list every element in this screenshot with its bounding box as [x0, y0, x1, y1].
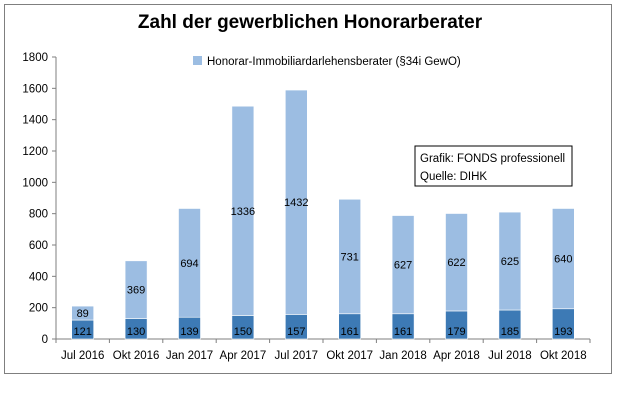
- x-tick-label: Okt 2017: [326, 350, 373, 362]
- annotation-box: Grafik: FONDS professionell Quelle: DIHK: [414, 145, 573, 187]
- bar-segment-upper: [231, 105, 255, 316]
- x-tick-label: Jan 2018: [379, 350, 426, 362]
- y-tick-label: 0: [42, 334, 48, 346]
- y-tick-label: 600: [29, 240, 48, 252]
- x-tick-label: Apr 2018: [433, 350, 480, 362]
- bar-segment-upper: [124, 260, 148, 319]
- data-label: 369: [127, 285, 145, 297]
- legend-label: Honorar-Immobiliardarlehensberater (§34i…: [207, 56, 461, 68]
- bar-segment-upper: [338, 198, 362, 315]
- x-tick-label: Jul 2016: [61, 350, 104, 362]
- data-label: 89: [77, 308, 89, 320]
- bar-segment-upper: [178, 208, 201, 318]
- data-label: 161: [341, 326, 359, 338]
- y-tick-label: 200: [29, 303, 48, 315]
- y-tick-label: 800: [29, 209, 48, 221]
- x-tick-label: Okt 2016: [113, 350, 160, 362]
- y-tick-label: 400: [29, 271, 48, 283]
- bars: [71, 89, 575, 340]
- data-label: 150: [234, 326, 252, 338]
- bar-segment-upper: [498, 211, 522, 311]
- annotation-frame: [414, 145, 573, 187]
- y-tick-label: 1200: [22, 146, 48, 158]
- data-label: 625: [501, 256, 519, 268]
- x-tick-label: Jul 2017: [275, 350, 318, 362]
- bar-segment-upper: [391, 215, 415, 315]
- x-tick-label: Okt 2018: [540, 350, 587, 362]
- data-label: 1432: [284, 197, 308, 209]
- data-label: 622: [447, 257, 465, 269]
- data-label: 157: [287, 326, 305, 338]
- legend-swatch: [193, 56, 202, 65]
- bar-segment-upper: [71, 305, 94, 321]
- x-tick-label: Jul 2018: [488, 350, 531, 362]
- y-tick-label: 1000: [22, 177, 48, 189]
- data-label: 694: [180, 258, 198, 270]
- data-label: 627: [394, 260, 412, 272]
- y-tick-label: 1800: [22, 52, 48, 64]
- bar-segment-upper: [284, 89, 308, 315]
- data-label: 161: [394, 326, 412, 338]
- x-axis: Jul 2016 Okt 2016 Jan 2017 Apr 2017 Jul 2017…: [55, 338, 591, 362]
- bar-segment-upper: [445, 213, 468, 312]
- annotation-line-1: Grafik: FONDS professionell: [420, 153, 565, 165]
- bar-segment-upper: [551, 208, 575, 310]
- chart-title: Zahl der gewerblichen Honorarberater: [138, 12, 483, 33]
- x-tick-label: Apr 2017: [220, 350, 267, 362]
- y-axis: 0 200 400 600 800 1000 1200 1400 1600 1800: [22, 52, 57, 346]
- data-label: 1336: [231, 206, 255, 218]
- legend: Honorar-Immobiliardarlehensberater (§34i…: [193, 56, 461, 68]
- data-label: 121: [74, 326, 92, 338]
- data-label: 139: [180, 326, 198, 338]
- data-label: 731: [341, 252, 359, 264]
- data-label: 193: [554, 326, 572, 338]
- annotation-line-2: Quelle: DIHK: [420, 171, 487, 183]
- y-tick-label: 1400: [22, 115, 48, 127]
- x-tick-label: Jan 2017: [166, 350, 213, 362]
- data-label: 179: [447, 326, 465, 338]
- data-label: 640: [554, 254, 572, 266]
- y-tick-label: 1600: [22, 83, 48, 95]
- data-label: 130: [127, 326, 145, 338]
- data-labels: 121 89 130 369 139 694 150 1336 157 1432 161 731 161…: [74, 197, 573, 338]
- data-label: 185: [501, 326, 519, 338]
